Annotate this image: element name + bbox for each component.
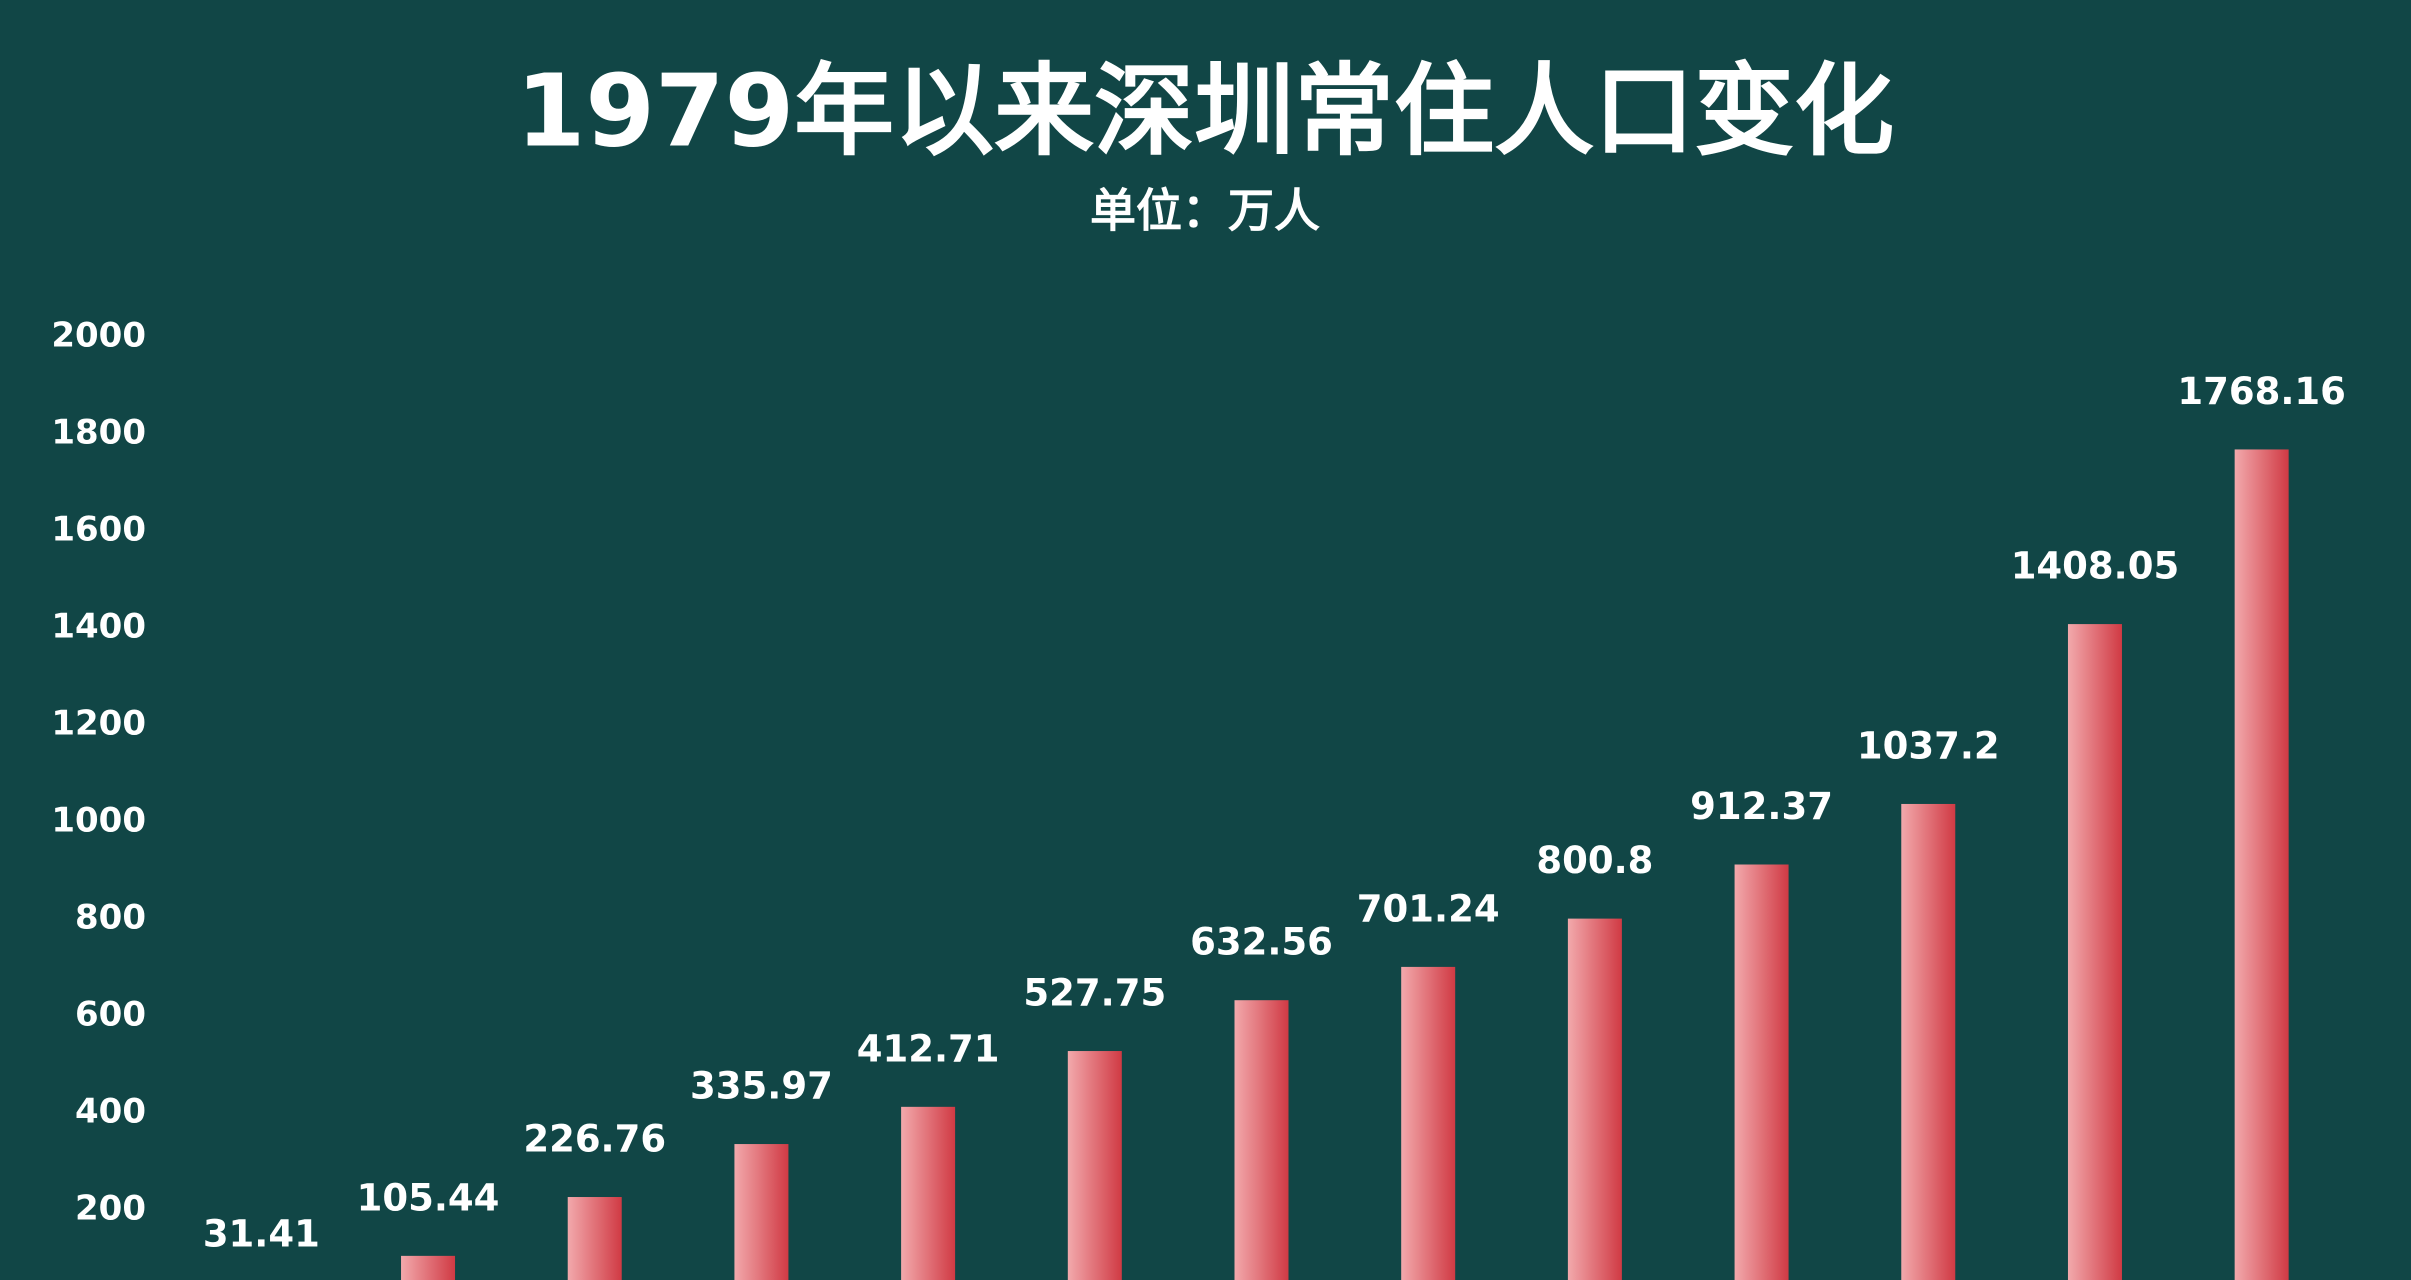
bar: [401, 1255, 456, 1280]
bar: [1234, 1000, 1289, 1280]
data-label: 412.71: [857, 1027, 1000, 1070]
bar: [1067, 1051, 1122, 1280]
y-tick-label: 1000: [51, 801, 146, 841]
y-tick-label: 400: [75, 1092, 146, 1132]
data-label: 105.44: [357, 1176, 500, 1219]
bar: [1901, 803, 1956, 1280]
y-tick-label: 2000: [51, 316, 146, 356]
bar: [2067, 624, 2122, 1280]
y-tick-label: 1800: [51, 413, 146, 453]
data-label: 31.41: [203, 1212, 320, 1255]
data-label: 226.76: [523, 1118, 666, 1161]
data-label: 335.97: [690, 1065, 833, 1108]
bar: [1567, 918, 1622, 1280]
data-label: 701.24: [1357, 887, 1500, 930]
chart-subtitle: 单位：万人: [1090, 184, 1320, 238]
bar: [1734, 864, 1789, 1280]
data-label: 800.8: [1536, 839, 1653, 882]
y-tick-label: 1400: [51, 607, 146, 647]
chart-title: 1979年以来深圳常住人口变化: [516, 52, 1894, 169]
bar: [734, 1144, 789, 1280]
y-tick-label: 1600: [51, 510, 146, 550]
y-tick-label: 1200: [51, 704, 146, 744]
y-tick-label: 600: [75, 995, 146, 1035]
bar: [2234, 449, 2289, 1280]
bar: [1401, 966, 1456, 1280]
data-label: 527.75: [1023, 972, 1166, 1015]
data-label: 632.56: [1190, 921, 1333, 964]
y-tick-label: 200: [75, 1189, 146, 1229]
data-label: 1768.16: [2177, 370, 2346, 413]
y-tick-label: 800: [75, 898, 146, 938]
bar: [901, 1106, 956, 1280]
data-label: 912.37: [1690, 785, 1833, 828]
data-label: 1408.05: [2011, 545, 2180, 588]
data-label: 1037.2: [1857, 724, 2000, 767]
bar: [567, 1197, 622, 1280]
